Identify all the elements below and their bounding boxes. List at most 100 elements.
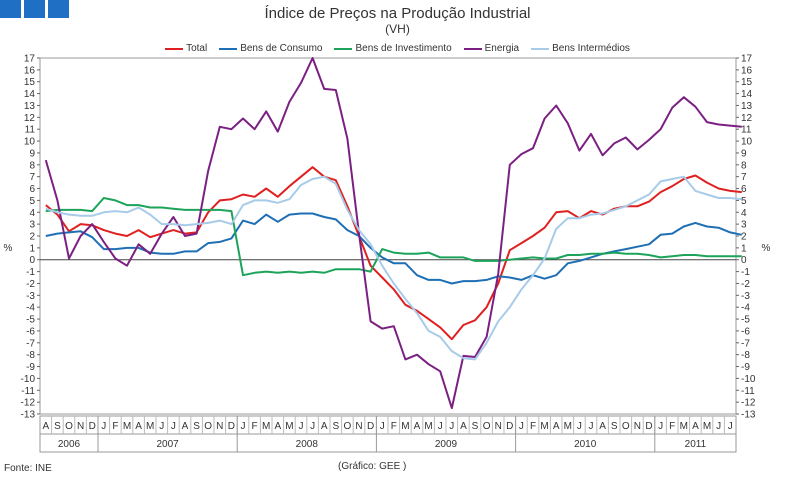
legend-label: Bens de Consumo: [240, 43, 323, 54]
y-tick-label-left: -3: [26, 291, 35, 302]
y-tick-label-left: 17: [24, 54, 36, 65]
month-label: J: [658, 421, 663, 432]
y-tick-label-right: -9: [741, 362, 750, 373]
y-tick-label-right: -2: [741, 279, 750, 290]
month-label: N: [77, 421, 84, 432]
gee-logo: [0, 0, 69, 18]
month-label: A: [42, 421, 49, 432]
y-tick-label-left: 13: [24, 101, 36, 112]
month-label: A: [274, 421, 281, 432]
y-tick-label-right: -13: [741, 410, 756, 421]
legend-label: Energia: [484, 43, 520, 54]
y-tick-label-right: -1: [741, 267, 750, 278]
month-label: A: [414, 421, 421, 432]
y-tick-label-right: 3: [741, 220, 747, 231]
month-label: A: [135, 421, 142, 432]
month-label: D: [506, 421, 513, 432]
y-tick-label-right: -5: [741, 315, 750, 326]
logo-block: [48, 0, 69, 18]
month-label: A: [321, 421, 328, 432]
y-tick-label-left: -5: [26, 315, 35, 326]
month-label: J: [589, 421, 594, 432]
year-label: 2007: [156, 439, 179, 450]
y-tick-label-left: 14: [24, 89, 36, 100]
month-label: J: [728, 421, 733, 432]
y-tick-label-left: 8: [29, 160, 35, 171]
month-label: O: [344, 421, 352, 432]
month-label: J: [519, 421, 524, 432]
y-axis-label-left: %: [4, 243, 13, 254]
y-tick-label-right: -11: [741, 386, 755, 397]
y-tick-label-left: 7: [29, 172, 35, 183]
y-tick-label-right: -6: [741, 326, 750, 337]
y-tick-label-right: 7: [741, 172, 747, 183]
month-label: S: [332, 421, 339, 432]
month-label: F: [391, 421, 397, 432]
credit-note: (Gráfico: GEE ): [338, 461, 407, 472]
month-label: F: [252, 421, 258, 432]
month-label: D: [228, 421, 235, 432]
legend-label: Total: [186, 43, 208, 54]
series-line-bens-de-investimento: [45, 197, 742, 277]
y-tick-label-left: -11: [21, 386, 35, 397]
y-tick-label-left: -4: [26, 303, 35, 314]
y-tick-label-left: 0: [29, 255, 35, 266]
month-label: J: [171, 421, 176, 432]
chart-legend: Total Bens de Consumo Bens de Investimento…: [0, 43, 795, 54]
month-label: D: [645, 421, 652, 432]
y-tick-label-right: 14: [741, 89, 753, 100]
y-tick-label-left: -13: [21, 410, 36, 421]
month-label: J: [310, 421, 315, 432]
month-label: M: [703, 421, 711, 432]
legend-item: Energia: [463, 43, 520, 54]
month-label: F: [669, 421, 675, 432]
month-label: O: [204, 421, 212, 432]
y-tick-label-left: 11: [25, 125, 36, 136]
y-tick-label-left: -1: [26, 267, 35, 278]
y-tick-label-left: 9: [29, 148, 35, 159]
month-label: S: [193, 421, 200, 432]
y-tick-label-right: -3: [741, 291, 750, 302]
plot-frame: [39, 57, 737, 415]
month-label: A: [599, 421, 606, 432]
y-tick-label-left: 2: [29, 232, 35, 243]
month-label: J: [449, 421, 454, 432]
month-label: M: [424, 421, 432, 432]
y-tick-label-right: 13: [741, 101, 753, 112]
legend-label: Bens Intermédios: [552, 43, 630, 54]
y-tick-label-right: 16: [741, 65, 753, 76]
month-label: M: [262, 421, 270, 432]
y-tick-label-left: 3: [29, 220, 35, 231]
month-label: J: [159, 421, 164, 432]
month-label: A: [182, 421, 189, 432]
legend-swatch: [219, 47, 238, 50]
series-line-energia: [44, 57, 742, 410]
y-tick-label-right: 17: [741, 54, 753, 65]
y-tick-label-left: 12: [24, 113, 36, 124]
y-tick-label-right: -12: [741, 398, 756, 409]
y-tick-label-left: -10: [21, 374, 36, 385]
legend-item: Total: [165, 43, 207, 54]
y-tick-label-right: 10: [741, 137, 753, 148]
month-label: O: [622, 421, 630, 432]
y-tick-label-left: 16: [24, 65, 36, 76]
month-label: J: [299, 421, 304, 432]
month-label: O: [483, 421, 491, 432]
y-tick-label-left: -6: [26, 326, 35, 337]
y-tick-label-left: -12: [21, 398, 36, 409]
month-label: N: [355, 421, 362, 432]
month-label: S: [611, 421, 618, 432]
year-label: 2010: [574, 439, 597, 450]
month-label: A: [553, 421, 560, 432]
chart-title: Índice de Preços na Produção Industrial: [264, 5, 531, 22]
y-tick-label-right: 12: [741, 113, 753, 124]
month-label: M: [564, 421, 572, 432]
month-label: J: [101, 421, 106, 432]
y-tick-label-right: 4: [741, 208, 747, 219]
legend-swatch: [463, 47, 482, 50]
month-label: M: [401, 421, 409, 432]
month-label: M: [680, 421, 688, 432]
month-label: M: [146, 421, 154, 432]
y-tick-label-left: 5: [29, 196, 35, 207]
